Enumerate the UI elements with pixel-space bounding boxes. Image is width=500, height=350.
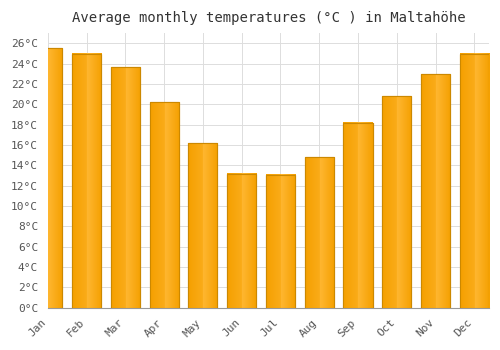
Bar	[266, 175, 295, 308]
Bar	[382, 96, 412, 308]
Bar	[150, 102, 178, 308]
Bar	[304, 157, 334, 308]
Bar	[421, 74, 450, 308]
Bar	[421, 74, 450, 308]
Bar	[304, 157, 334, 308]
Bar	[188, 143, 218, 308]
Bar	[34, 49, 62, 308]
Bar	[150, 102, 178, 308]
Bar	[34, 49, 62, 308]
Bar	[460, 54, 489, 308]
Bar	[382, 96, 412, 308]
Bar	[111, 67, 140, 308]
Title: Average monthly temperatures (°C ) in Maltahöhe: Average monthly temperatures (°C ) in Ma…	[72, 11, 465, 25]
Bar	[227, 174, 256, 308]
Bar	[460, 54, 489, 308]
Bar	[344, 123, 372, 308]
Bar	[344, 123, 372, 308]
Bar	[72, 54, 101, 308]
Bar	[266, 175, 295, 308]
Bar	[227, 174, 256, 308]
Bar	[72, 54, 101, 308]
Bar	[188, 143, 218, 308]
Bar	[111, 67, 140, 308]
